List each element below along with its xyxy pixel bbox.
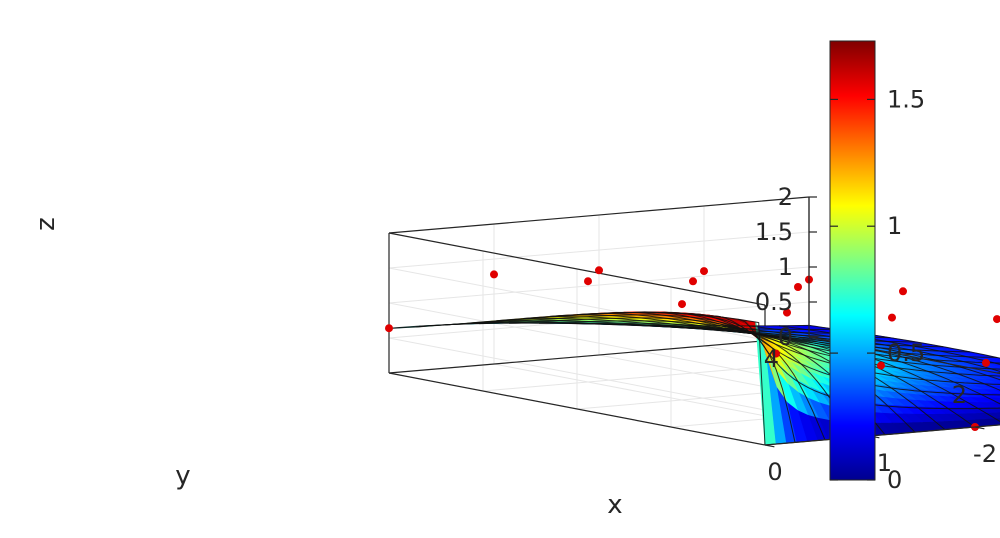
box-edge	[388, 232, 766, 306]
grid-backwall-z-2	[388, 266, 810, 304]
scatter-point-14	[595, 266, 603, 275]
z-tick-label-3: 1.5	[755, 218, 793, 246]
y-axis-label: y	[175, 461, 190, 491]
x-axis-label: x	[607, 490, 622, 520]
z-tick-label-0: 0	[778, 323, 793, 351]
colorbar-tick-label-3: 1.5	[887, 85, 925, 113]
y-tick-3	[902, 353, 914, 356]
box-edge	[388, 336, 810, 374]
y-tick-label-4: 4	[764, 345, 779, 373]
x-tick-label-2: -2	[973, 440, 997, 468]
grid-sidewall-z-2	[388, 302, 766, 376]
y-tick-label-2: 2	[952, 381, 967, 409]
x-tick-4	[764, 444, 775, 448]
x-tick-label-4: 0	[767, 458, 782, 486]
scatter-point-13	[689, 277, 697, 286]
scatter-point-19	[490, 270, 498, 279]
scatter-point-12	[783, 308, 791, 317]
scatter-point-17	[678, 300, 686, 309]
colorbar-gradient	[829, 40, 876, 481]
mesh-line	[388, 322, 810, 329]
scatter-point-18	[584, 277, 592, 286]
box-edge	[388, 196, 810, 234]
z-tick-label-2: 1	[778, 253, 793, 281]
scatter-point-3	[899, 287, 907, 296]
scatter-point-20	[385, 324, 393, 333]
scatter-point-6	[982, 358, 990, 367]
box-edge	[388, 372, 766, 446]
z-tick-label-4: 2	[778, 183, 793, 211]
grid-backwall-z-3	[388, 231, 810, 269]
colorbar-tick-label-2: 1	[887, 212, 902, 240]
scatter-point-8	[794, 283, 802, 291]
x-tick-2	[974, 426, 985, 430]
colorbar: 0 0.5 1 1.5	[829, 40, 925, 494]
z-axis-label: z	[31, 217, 61, 231]
y-tick-2	[996, 372, 1000, 374]
scatter-point-7	[888, 313, 896, 322]
scatter-point-2	[993, 315, 1000, 324]
scatter-point-11	[877, 361, 885, 370]
scatter-point-9	[700, 267, 708, 276]
colorbar-tick-label-0: 0	[887, 466, 902, 494]
scatter-point-16	[772, 349, 780, 358]
colorbar-tick-label-1: 0.5	[887, 339, 925, 367]
z-tick-label-1: 0.5	[755, 288, 793, 316]
mesh-line	[576, 312, 998, 358]
